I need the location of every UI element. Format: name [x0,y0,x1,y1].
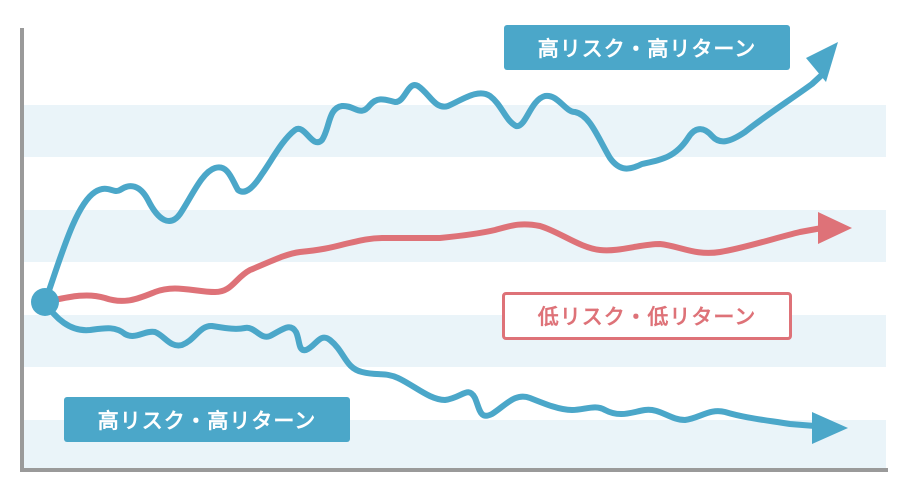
high-risk-upper-path [42,69,828,305]
high-risk-upper-arrowhead [806,42,838,82]
band [22,105,886,157]
high-risk-lower-path [42,299,818,429]
high-risk-upper-label: 高リスク・高リターン [504,25,790,70]
low-risk-arrowhead [818,212,852,244]
origin-point [31,288,59,316]
low-risk-label: 低リスク・低リターン [502,292,792,340]
axes [20,28,888,472]
high-risk-lower-arrowhead [812,412,848,444]
low-risk-path [42,221,825,305]
high-risk-lower-label: 高リスク・高リターン [64,397,350,442]
